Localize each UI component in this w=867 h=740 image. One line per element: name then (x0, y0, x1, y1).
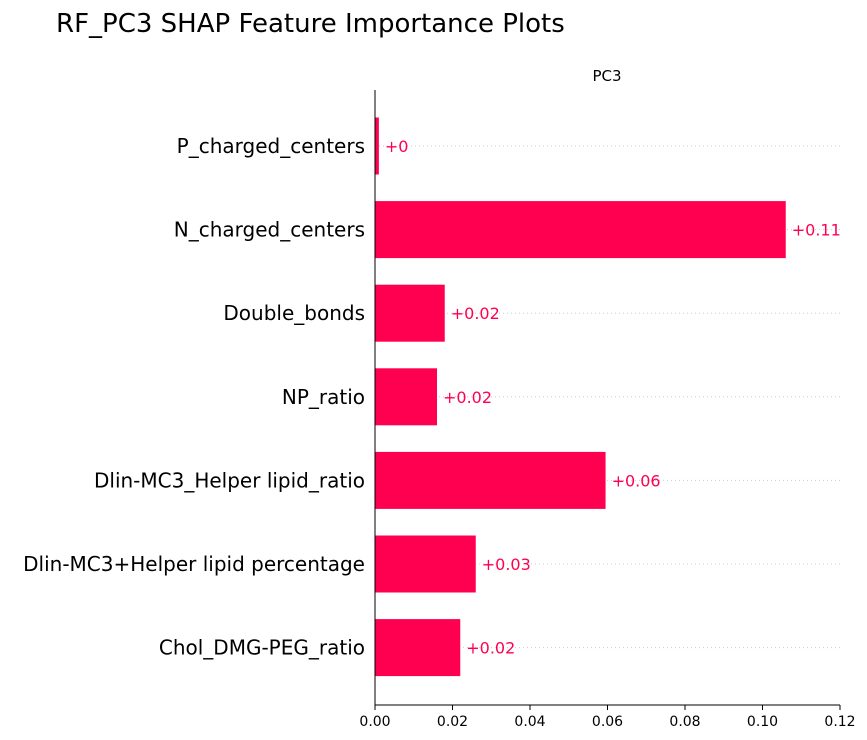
x-tick-label: 0.04 (514, 714, 545, 730)
bar (375, 368, 437, 426)
feature-label: Chol_DMG-PEG_ratio (159, 636, 365, 660)
x-tick-label: 0.06 (592, 714, 623, 730)
x-tick-label: 0.10 (747, 714, 778, 730)
value-label: +0.11 (792, 221, 841, 240)
value-label: +0.06 (612, 471, 661, 490)
subplot-title: PC3 (592, 67, 621, 85)
bar (375, 284, 445, 342)
value-label: +0.02 (443, 388, 492, 407)
bars (375, 117, 786, 677)
x-tick-label: 0.12 (824, 714, 855, 730)
feature-label: Dlin-MC3+Helper lipid percentage (23, 552, 365, 576)
value-labels: +0 +0.11 +0.02 +0.02 +0.06 +0.03 +0.02 (385, 137, 841, 658)
feature-label: N_charged_centers (174, 218, 365, 242)
bar (375, 117, 379, 175)
bar (375, 535, 476, 593)
feature-label: NP_ratio (282, 385, 365, 409)
bar (375, 451, 606, 509)
value-label: +0.02 (451, 304, 500, 323)
feature-label: Dlin-MC3_Helper lipid_ratio (94, 468, 365, 492)
x-tick-label: 0.00 (359, 714, 390, 730)
x-ticks: 0.00 0.02 0.04 0.06 0.08 0.10 0.12 (359, 705, 856, 730)
feature-label: P_charged_centers (177, 134, 365, 158)
bar (375, 201, 786, 259)
feature-labels: P_charged_centers N_charged_centers Double… (23, 134, 365, 660)
value-label: +0.03 (482, 555, 531, 574)
value-label: +0 (385, 137, 409, 156)
main-title: RF_PC3 SHAP Feature Importance Plots (56, 9, 565, 39)
value-label: +0.02 (466, 639, 515, 658)
bar (375, 619, 461, 677)
x-tick-label: 0.08 (669, 714, 700, 730)
x-tick-label: 0.02 (437, 714, 468, 730)
feature-label: Double_bonds (223, 301, 365, 325)
